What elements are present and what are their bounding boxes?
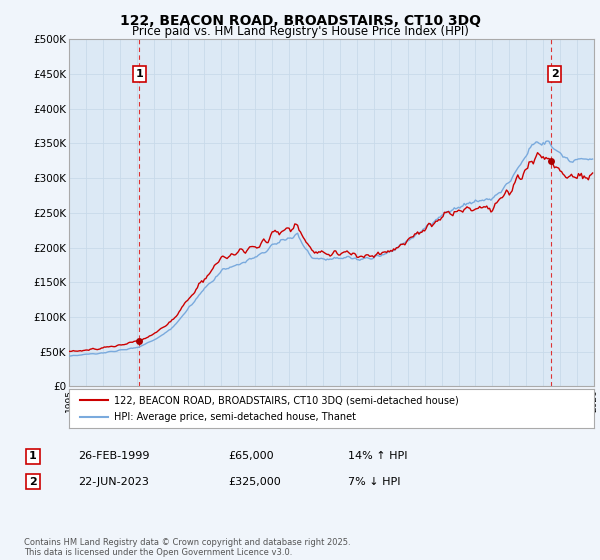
Text: 7% ↓ HPI: 7% ↓ HPI	[348, 477, 401, 487]
Text: Contains HM Land Registry data © Crown copyright and database right 2025.
This d: Contains HM Land Registry data © Crown c…	[24, 538, 350, 557]
Text: 122, BEACON ROAD, BROADSTAIRS, CT10 3DQ: 122, BEACON ROAD, BROADSTAIRS, CT10 3DQ	[119, 14, 481, 28]
Text: 2: 2	[29, 477, 37, 487]
Text: 26-FEB-1999: 26-FEB-1999	[78, 451, 149, 461]
Text: £65,000: £65,000	[228, 451, 274, 461]
Text: HPI: Average price, semi-detached house, Thanet: HPI: Average price, semi-detached house,…	[113, 412, 356, 422]
Text: 1: 1	[136, 69, 143, 79]
Text: 122, BEACON ROAD, BROADSTAIRS, CT10 3DQ (semi-detached house): 122, BEACON ROAD, BROADSTAIRS, CT10 3DQ …	[113, 395, 458, 405]
Text: Price paid vs. HM Land Registry's House Price Index (HPI): Price paid vs. HM Land Registry's House …	[131, 25, 469, 38]
Text: £325,000: £325,000	[228, 477, 281, 487]
Text: 22-JUN-2023: 22-JUN-2023	[78, 477, 149, 487]
Text: 2: 2	[551, 69, 559, 79]
Text: 14% ↑ HPI: 14% ↑ HPI	[348, 451, 407, 461]
Text: 1: 1	[29, 451, 37, 461]
